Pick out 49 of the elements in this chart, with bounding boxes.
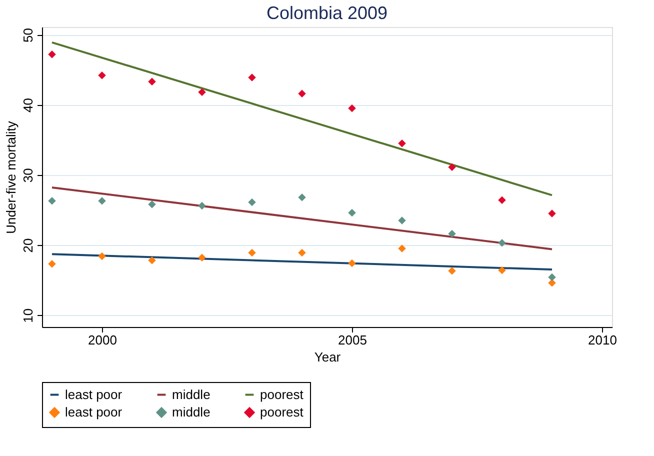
point — [248, 248, 256, 257]
point — [148, 256, 156, 264]
point — [98, 71, 106, 80]
point — [448, 230, 456, 238]
point — [348, 208, 356, 217]
x-axis-title: Year — [314, 350, 342, 364]
y-tick-label: 40 — [20, 98, 36, 113]
point — [198, 202, 206, 210]
point — [348, 259, 356, 268]
legend-label: least poor — [65, 404, 123, 420]
point — [198, 254, 206, 262]
point — [148, 200, 156, 208]
point — [298, 193, 306, 202]
point — [98, 252, 106, 260]
point — [198, 88, 206, 96]
point — [148, 78, 156, 86]
legend-label: least poor — [65, 386, 123, 402]
point — [48, 260, 56, 268]
point — [448, 163, 456, 172]
point — [398, 244, 406, 252]
x-tick-label: 2005 — [338, 332, 367, 348]
point — [448, 267, 456, 275]
y-tick-label: 20 — [20, 238, 36, 253]
point — [248, 74, 256, 82]
legend-label: middle — [172, 404, 210, 420]
point — [98, 196, 106, 205]
point — [498, 196, 506, 204]
point — [498, 266, 506, 274]
y-tick-label: 30 — [20, 168, 36, 183]
point — [298, 90, 306, 98]
legend-label: middle — [172, 386, 210, 402]
legend-label: poorest — [260, 404, 304, 420]
y-tick-label: 10 — [20, 308, 36, 323]
point — [248, 198, 256, 206]
x-tick-label: 2000 — [88, 332, 117, 348]
point — [348, 104, 356, 112]
y-tick-label: 50 — [20, 28, 36, 42]
legend-label: poorest — [260, 386, 304, 402]
point — [48, 196, 56, 205]
chart-title: Colombia 2009 — [266, 3, 388, 23]
point — [48, 50, 56, 58]
point — [398, 139, 406, 148]
point — [548, 273, 556, 282]
x-tick-label: 2010 — [588, 332, 617, 348]
point — [298, 248, 306, 257]
y-axis-title: Under-five mortality — [4, 120, 18, 234]
point — [548, 210, 556, 218]
point — [498, 239, 506, 247]
point — [398, 216, 406, 224]
